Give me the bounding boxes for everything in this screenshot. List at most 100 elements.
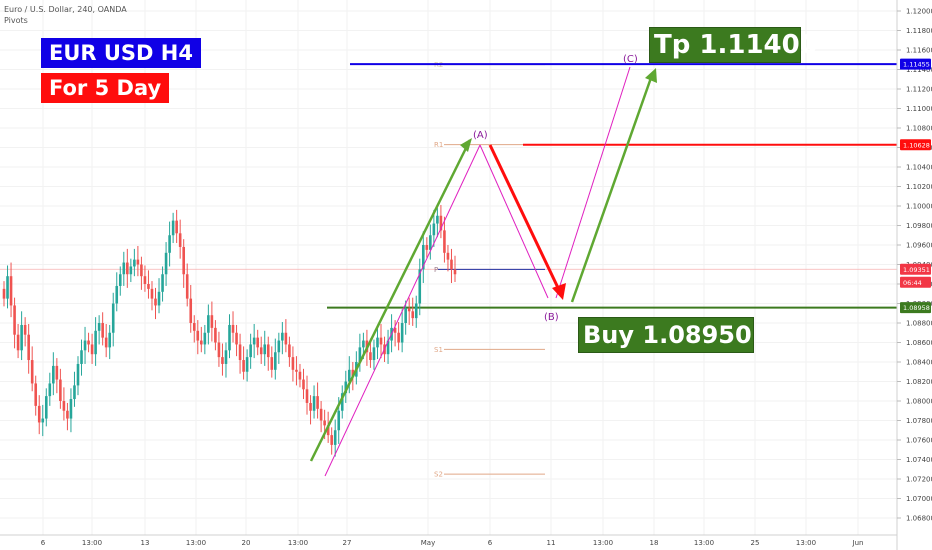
pivot-label-s1: S1 bbox=[434, 346, 443, 354]
x-tick-label: 27 bbox=[343, 539, 352, 547]
candle-body bbox=[6, 276, 9, 299]
candle-body bbox=[347, 369, 351, 382]
x-tick-label: 13:00 bbox=[593, 539, 613, 547]
candle-body bbox=[69, 399, 73, 419]
candle-body bbox=[108, 332, 112, 348]
candle-body bbox=[281, 332, 284, 341]
candle-body bbox=[372, 347, 376, 361]
candle-body bbox=[414, 303, 418, 319]
y-tick-label: 1.08600 bbox=[906, 339, 932, 347]
candle-body bbox=[150, 288, 154, 299]
candle-body bbox=[168, 235, 171, 253]
y-tick-label: 1.11800 bbox=[906, 27, 932, 35]
candle-body bbox=[20, 324, 23, 351]
y-tick-label: 1.08000 bbox=[906, 398, 932, 406]
candle-body bbox=[326, 425, 330, 436]
candle-body bbox=[118, 274, 122, 286]
candle-body bbox=[52, 365, 55, 384]
candle-body bbox=[192, 323, 196, 331]
candle-body bbox=[73, 385, 76, 400]
candle-body bbox=[288, 344, 291, 358]
price-tag-label: 06:44 bbox=[903, 279, 922, 287]
y-tick-label: 1.08400 bbox=[906, 359, 932, 367]
candle-body bbox=[196, 330, 200, 341]
x-tick-label: 13:00 bbox=[82, 539, 102, 547]
x-tick-label: 11 bbox=[547, 539, 556, 547]
candle-body bbox=[362, 340, 365, 348]
x-tick-label: 18 bbox=[650, 539, 659, 547]
symbol-line: Euro / U.S. Dollar, 240, OANDA bbox=[4, 5, 127, 14]
candle-body bbox=[446, 252, 450, 260]
candle-body bbox=[256, 337, 259, 348]
y-tick-label: 1.07200 bbox=[906, 476, 932, 484]
candle-body bbox=[344, 381, 348, 394]
y-tick-label: 1.12000 bbox=[906, 8, 932, 16]
y-tick-label: 1.10400 bbox=[906, 164, 932, 172]
candle-body bbox=[333, 430, 337, 445]
candle-body bbox=[66, 410, 69, 419]
candle-body bbox=[37, 405, 41, 423]
x-tick-label: 25 bbox=[751, 539, 760, 547]
wave-label: (C) bbox=[623, 54, 638, 65]
candle-body bbox=[323, 420, 326, 426]
candle-body bbox=[171, 220, 175, 236]
candle-body bbox=[312, 396, 316, 411]
candle-body bbox=[386, 340, 390, 355]
candle-body bbox=[104, 337, 108, 348]
candle-body bbox=[245, 357, 249, 372]
candle-body bbox=[90, 344, 94, 355]
candle-body bbox=[425, 245, 429, 250]
y-tick-label: 1.07000 bbox=[906, 495, 932, 503]
candle-body bbox=[175, 220, 178, 234]
candle-body bbox=[13, 305, 16, 335]
candle-body bbox=[397, 332, 400, 343]
y-tick-label: 1.10800 bbox=[906, 125, 932, 133]
candle-body bbox=[214, 327, 217, 343]
candle-body bbox=[122, 262, 126, 275]
candle-body bbox=[9, 276, 13, 306]
candle-body bbox=[284, 332, 288, 345]
x-tick-label: 13:00 bbox=[288, 539, 308, 547]
candle-body bbox=[252, 337, 256, 345]
candle-body bbox=[302, 379, 305, 390]
magenta-line-1 bbox=[324, 144, 481, 477]
y-tick-label: 1.07800 bbox=[906, 417, 932, 425]
candle-body bbox=[358, 347, 362, 362]
candle-body bbox=[259, 347, 263, 355]
candle-body bbox=[129, 266, 133, 275]
candle-body bbox=[295, 369, 298, 372]
candle-body bbox=[101, 323, 104, 338]
x-tick-label: Jun bbox=[852, 539, 864, 547]
take-profit-box: Tp 1.11400 bbox=[649, 27, 818, 63]
candle-body bbox=[221, 357, 224, 364]
candle-body bbox=[97, 323, 101, 331]
red-arrowhead bbox=[552, 283, 566, 300]
price-tag-label: 1.09351 bbox=[903, 266, 930, 274]
green-up-line-2 bbox=[570, 74, 654, 303]
candle-body bbox=[429, 235, 432, 250]
pivot-label-p: P bbox=[434, 266, 438, 274]
candle-body bbox=[126, 262, 129, 275]
price-tag bbox=[900, 58, 931, 70]
candle-body bbox=[393, 327, 397, 333]
green-arrowhead-1 bbox=[460, 138, 472, 152]
green-up-line-1 bbox=[309, 139, 472, 462]
x-tick-label: 13:00 bbox=[694, 539, 714, 547]
candle-body bbox=[143, 276, 147, 284]
candle-body bbox=[316, 396, 319, 409]
y-tick-label: 1.09600 bbox=[906, 242, 932, 250]
price-tag bbox=[900, 263, 931, 275]
pivot-label-r1: R1 bbox=[434, 141, 443, 149]
y-tick-label: 1.08200 bbox=[906, 378, 932, 386]
candle-body bbox=[369, 352, 372, 361]
candle-body bbox=[270, 357, 274, 370]
y-tick-label: 1.08800 bbox=[906, 320, 932, 328]
y-tick-label: 1.07400 bbox=[906, 456, 932, 464]
candle-body bbox=[376, 337, 379, 348]
candle-body bbox=[147, 284, 150, 289]
price-tag bbox=[900, 139, 931, 151]
candle-body bbox=[154, 298, 157, 306]
y-tick-label: 1.10000 bbox=[906, 203, 932, 211]
candle-body bbox=[189, 298, 193, 323]
price-tag bbox=[900, 302, 931, 314]
